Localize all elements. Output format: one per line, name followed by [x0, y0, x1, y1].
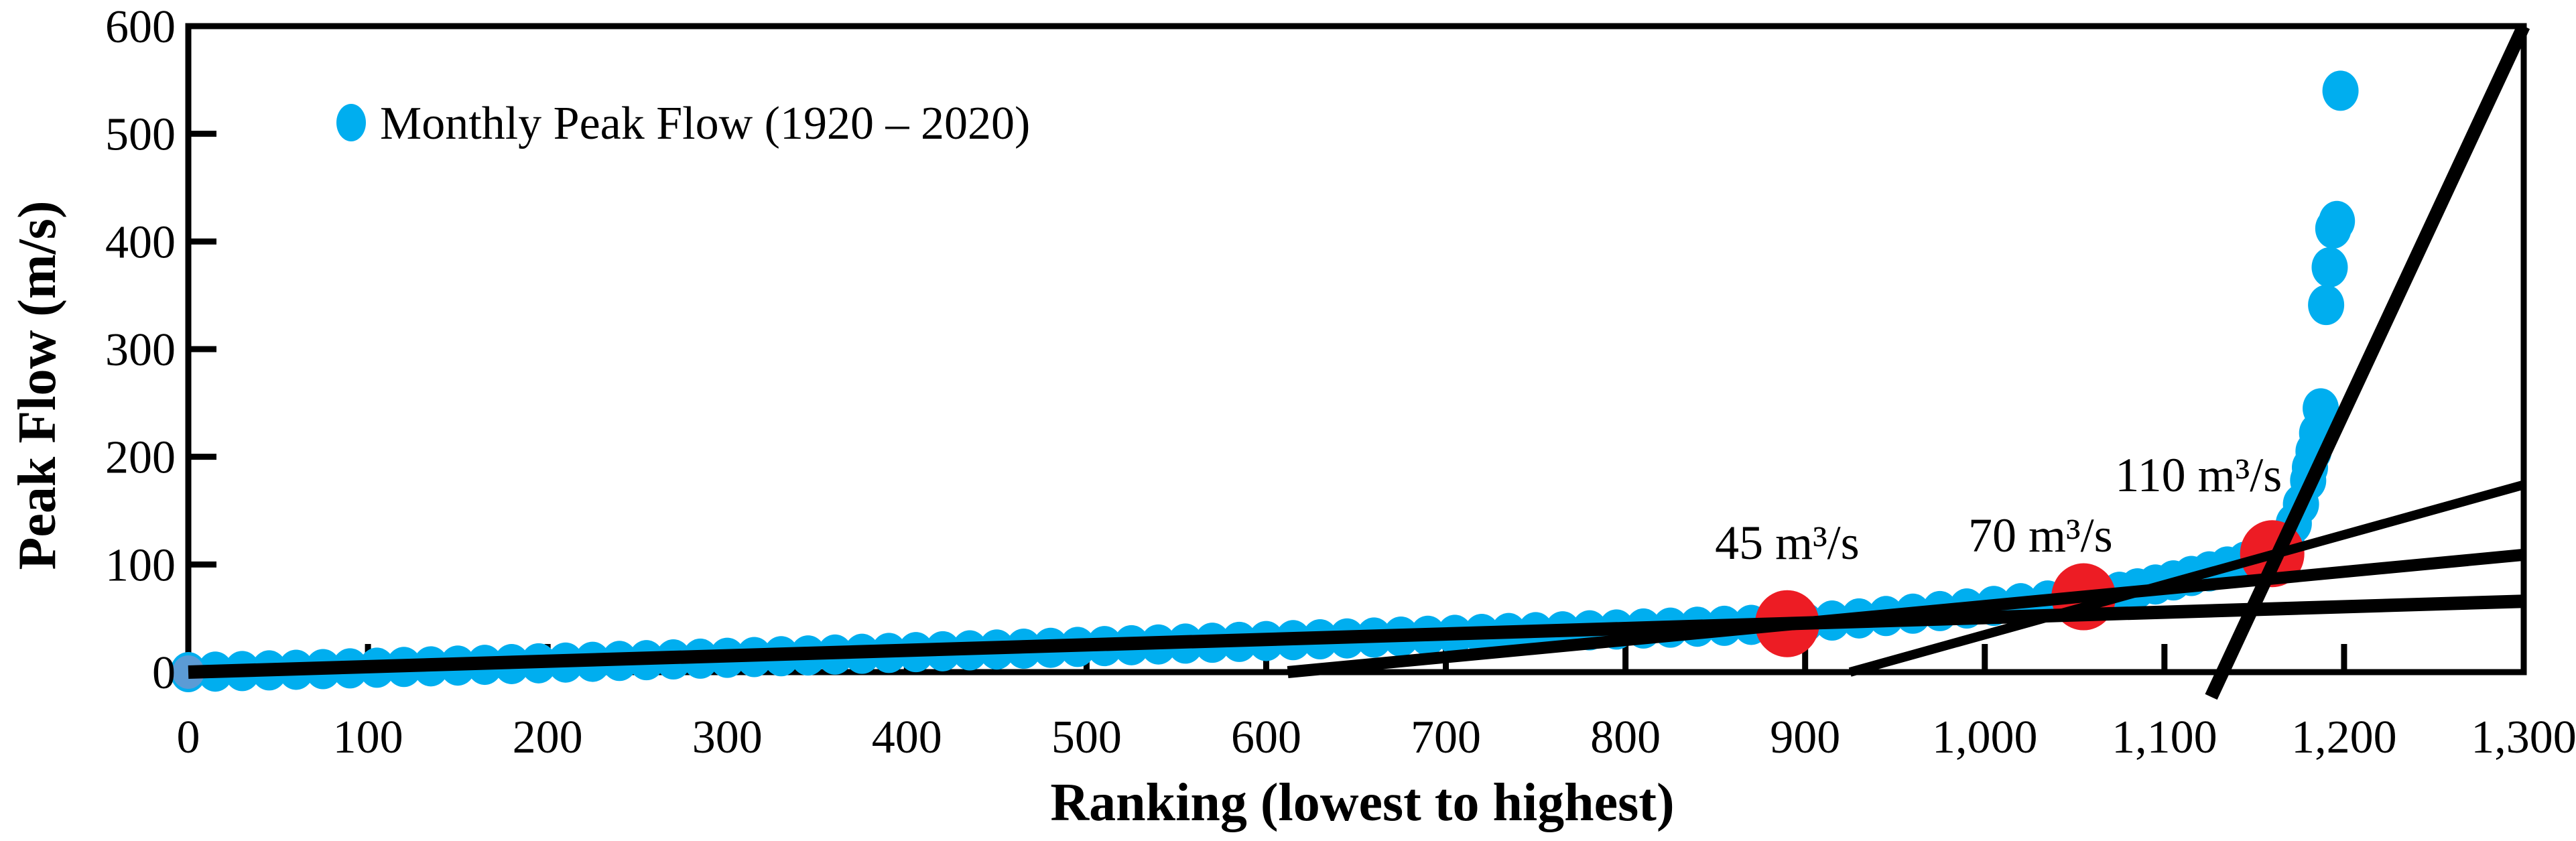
- y-tick-label: 100: [105, 539, 176, 591]
- x-tick-label: 1,200: [2291, 712, 2397, 763]
- x-tick-label: 300: [692, 712, 763, 763]
- tangent-line: [1287, 548, 2524, 678]
- scatter-point: [2303, 388, 2339, 429]
- y-tick-label: 200: [105, 432, 176, 484]
- x-tick-label: 1,300: [2471, 712, 2576, 763]
- x-tick-label: 1,100: [2112, 712, 2217, 763]
- x-tick-label: 200: [513, 712, 583, 763]
- x-tick-label: 800: [1590, 712, 1661, 763]
- x-tick-label: 0: [177, 712, 200, 763]
- x-tick-label: 500: [1051, 712, 1122, 763]
- y-tick-label: 400: [105, 216, 176, 268]
- x-tick-label: 600: [1231, 712, 1301, 763]
- x-tick-label: 900: [1770, 712, 1840, 763]
- tangent-line: [1848, 480, 2525, 677]
- scatter-point: [2322, 70, 2359, 111]
- plot-layer: 0 100 200 300 400 500 600 700 800 900 1,000 1,100 1,…: [105, 1, 2576, 763]
- tangent-line: [188, 594, 2524, 679]
- tangent-annotation: 70 m³/s: [1968, 509, 2113, 562]
- tangent-line: [2205, 23, 2530, 700]
- scatter-point: [2308, 285, 2345, 326]
- x-tick-label: 700: [1411, 712, 1481, 763]
- x-axis-title: Ranking (lowest to highest): [1050, 773, 1674, 832]
- tangent-annotation: 110 m³/s: [2115, 448, 2282, 502]
- legend: Monthly Peak Flow (1920 – 2020): [336, 98, 1030, 149]
- legend-marker-icon: [336, 104, 366, 141]
- y-tick-label: 0: [152, 647, 176, 699]
- scatter-point: [2319, 200, 2356, 241]
- tangent-annotation: 45 m³/s: [1715, 516, 1860, 570]
- y-tick-label: 500: [105, 109, 176, 161]
- y-tick-label: 300: [105, 324, 176, 376]
- legend-label: Monthly Peak Flow (1920 – 2020): [380, 98, 1030, 149]
- x-tick-label: 100: [333, 712, 403, 763]
- y-axis-title: Peak Flow (m/s): [8, 200, 67, 570]
- x-tick-label: 400: [872, 712, 942, 763]
- scatter-point: [2311, 247, 2348, 287]
- y-tick-label: 600: [105, 1, 176, 53]
- x-tick-label: 1,000: [1932, 712, 2038, 763]
